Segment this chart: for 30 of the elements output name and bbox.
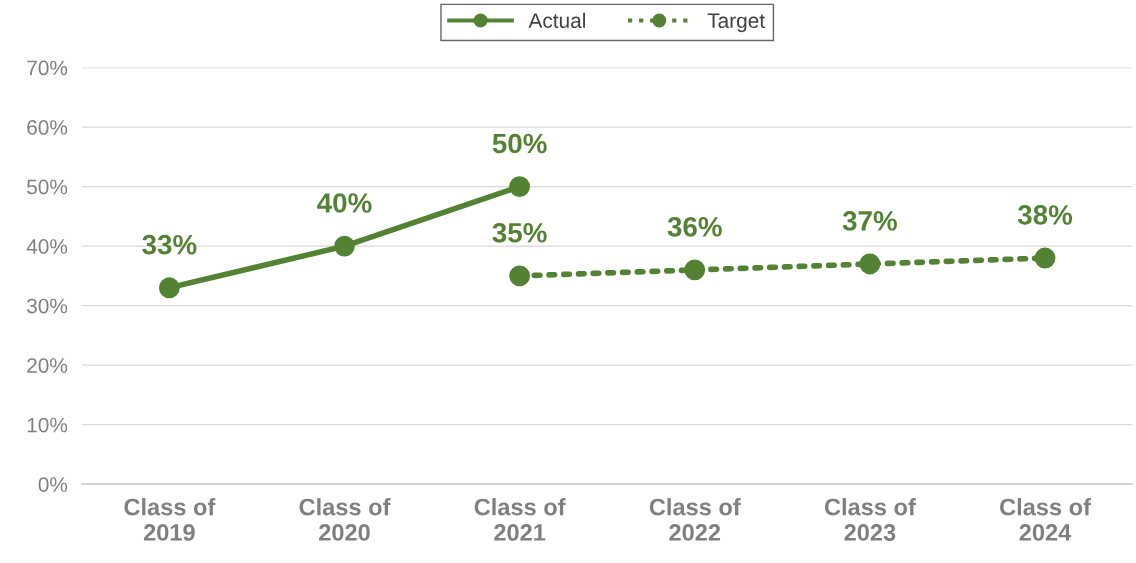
point xyxy=(509,176,531,198)
x-tick-label: Class of 2019 xyxy=(124,498,216,541)
legend-label: Actual xyxy=(528,12,585,29)
legend-label: Target xyxy=(707,13,765,33)
point xyxy=(684,259,706,281)
y-tick-label: 50% xyxy=(27,179,68,195)
point xyxy=(334,235,355,257)
y-tick-label: 40% xyxy=(26,239,68,254)
y-tick-label: 30% xyxy=(27,298,68,314)
point xyxy=(1034,247,1056,269)
y-tick-label: 0% xyxy=(38,477,68,492)
y-tick-label: 10% xyxy=(27,417,68,433)
x-tick-label: Class of 2020 xyxy=(299,498,391,541)
y-tick-label: 60% xyxy=(27,120,68,135)
data-label: 50% xyxy=(492,133,547,154)
y-tick-label: 70% xyxy=(27,60,68,76)
point xyxy=(859,253,881,275)
y-tick-label: 20% xyxy=(27,358,68,373)
data-label: 38% xyxy=(1017,205,1073,225)
x-tick-label: Class of 2023 xyxy=(824,498,916,541)
point xyxy=(158,277,180,299)
data-label: 33% xyxy=(142,234,197,255)
data-label: 36% xyxy=(667,216,722,237)
data-label: 40% xyxy=(317,193,372,213)
point xyxy=(509,265,531,287)
data-label: 37% xyxy=(842,211,897,231)
x-tick-label: Class of 2024 xyxy=(1000,498,1091,541)
x-tick-label: Class of 2022 xyxy=(649,498,741,541)
x-tick-label: Class of 2021 xyxy=(474,498,566,541)
data-label: 35% xyxy=(492,222,547,243)
